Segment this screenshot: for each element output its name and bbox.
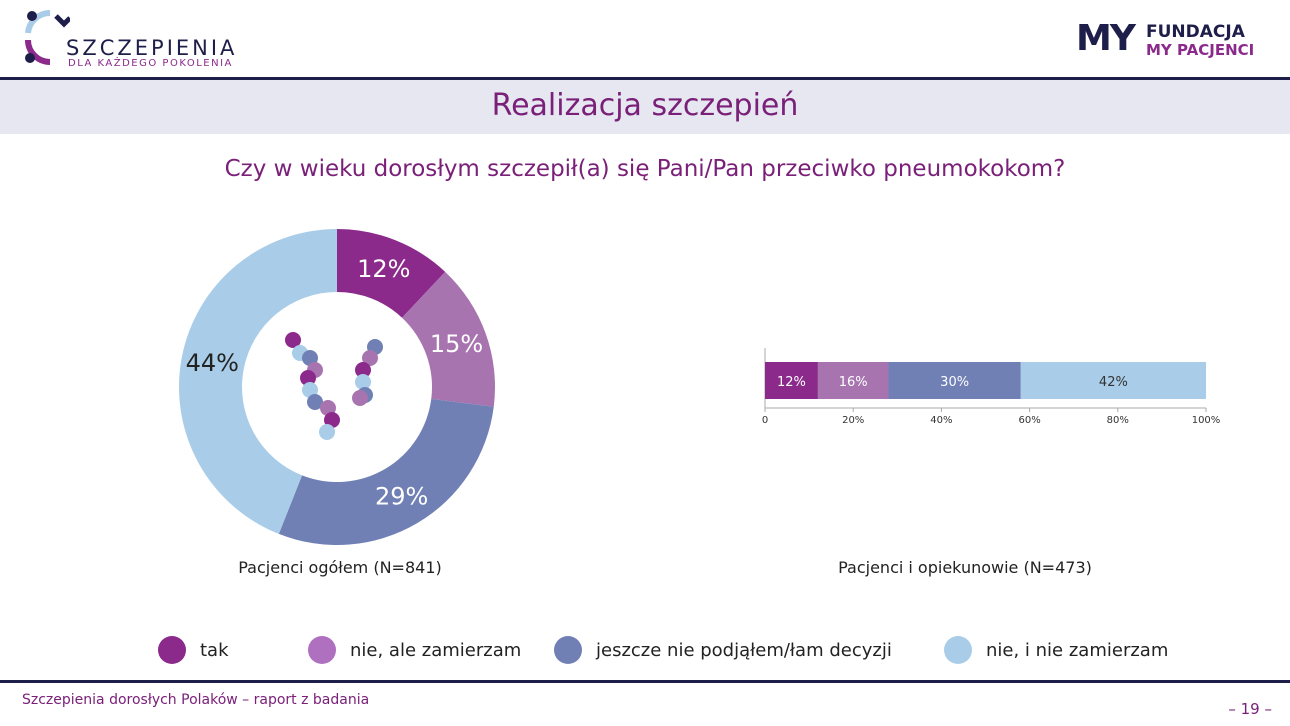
legend-label: jeszcze nie podjąłem/łam decyzji [596,639,892,661]
legend-item-tak: tak [158,636,229,664]
donut-slice [402,271,496,407]
footer-text: Szczepienia dorosłych Polaków – raport z… [22,692,370,708]
logo-mark-icon [25,9,70,65]
bar-label: 30% [940,375,969,390]
legend-swatch [944,636,972,664]
x-tick-label: 20% [842,415,864,426]
donut-label: 29% [375,482,428,510]
donut-slice [178,229,337,534]
legend-swatch [554,636,582,664]
x-tick-label: 80% [1107,415,1129,426]
footer-divider [0,680,1290,683]
x-tick-label: 100% [1192,415,1221,426]
donut-slice [278,398,494,545]
bar-segment [817,362,889,399]
bar-chart: 12% 16% 30% 42% 0 20% 40% 60% 80% 100% [762,348,1221,426]
logo-subtitle: DLA KAŻDEGO POKOLENIA [68,58,233,69]
question: Czy w wieku dorosłym szczepił(a) się Pan… [224,156,1066,182]
donut-slice [337,229,446,318]
legend-label: nie, i nie zamierzam [986,639,1169,661]
page-title: Realizacja szczepień [491,88,799,123]
page-number: – 19 – [1228,700,1272,718]
donut-caption: Pacjenci ogółem (N=841) [238,558,442,577]
legend-label: tak [200,639,229,661]
logo-title: SZCZEPIENIA [66,36,238,60]
title-band [0,80,1290,134]
partner-logo-line1: FUNDACJA [1146,22,1245,42]
header-divider [0,77,1290,80]
legend-swatch [308,636,336,664]
donut-label: 15% [430,330,483,358]
legend-item-jeszcze: jeszcze nie podjąłem/łam decyzji [554,636,892,664]
vaccine-molecule-icon [285,332,383,440]
bar-segment [888,362,1021,399]
donut-label: 12% [357,255,410,283]
x-tick-label: 0 [762,415,768,426]
x-tick-label: 40% [930,415,952,426]
legend-swatch [158,636,186,664]
bar-segment [765,362,818,399]
donut-label: 44% [186,349,239,377]
x-tick-label: 60% [1018,415,1040,426]
bar-label: 16% [839,375,868,390]
legend-item-nie-i-nie-zamierzam: nie, i nie zamierzam [944,636,1168,664]
legend-item-nie-ale-zamierzam: nie, ale zamierzam [308,636,521,664]
legend-label: nie, ale zamierzam [350,639,522,661]
bar-caption: Pacjenci i opiekunowie (N=473) [838,558,1092,577]
bar-segment [1020,362,1206,399]
partner-logo-line2: MY PACJENCI [1146,41,1255,59]
bar-label: 12% [777,375,806,390]
partner-logo-mark: MY [1076,18,1136,59]
bar-label: 42% [1099,375,1128,390]
donut-chart: 12% 15% 29% 44% [178,229,496,545]
